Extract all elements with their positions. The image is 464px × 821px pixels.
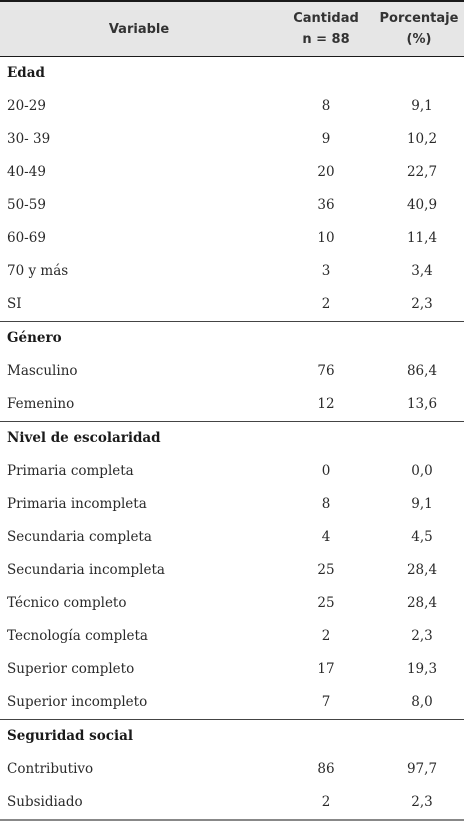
section-title: Edad (7, 65, 45, 81)
row-label: 40-49 (7, 164, 46, 180)
table-row: Técnico completo 25 28,4 (0, 587, 464, 620)
table-row: 20-29 8 9,1 (0, 90, 464, 123)
row-label: 70 y más (7, 263, 69, 279)
table-row: Contributivo 86 97,7 (0, 753, 464, 786)
table-row: Primaria incompleta 8 9,1 (0, 488, 464, 521)
row-percent: 22,7 (406, 164, 438, 180)
row-count: 7 (321, 694, 331, 710)
table-row: SI 2 2,3 (0, 288, 464, 321)
row-percent: 9,1 (411, 496, 433, 512)
row-percent: 0,0 (411, 463, 433, 479)
table-header: Variable Cantidad n = 88 Porcentaje (%) (0, 0, 464, 57)
section-title: Género (7, 330, 62, 346)
row-count: 20 (317, 164, 335, 180)
section-divider (0, 321, 464, 322)
table-row: Superior incompleto 7 8,0 (0, 686, 464, 719)
table-row: Femenino 12 13,6 (0, 388, 464, 421)
row-count: 8 (321, 98, 331, 114)
header-variable: Variable (0, 2, 278, 56)
row-count: 86 (317, 761, 335, 777)
row-count: 2 (321, 628, 331, 644)
row-percent: 4,5 (411, 529, 433, 545)
row-percent: 10,2 (406, 131, 438, 147)
table-row: Superior completo 17 19,3 (0, 653, 464, 686)
row-label: Secundaria completa (7, 529, 152, 545)
row-count: 25 (317, 595, 335, 611)
table-body: Edad 20-29 8 9,1 30- 39 9 10,2 40-49 20 22,7 50-59… (0, 57, 464, 821)
row-percent: 13,6 (406, 396, 438, 412)
table-row: 30- 39 9 10,2 (0, 123, 464, 156)
row-percent: 86,4 (406, 363, 438, 379)
row-percent: 40,9 (406, 197, 438, 213)
row-percent: 2,3 (411, 296, 433, 312)
section-divider (0, 719, 464, 720)
row-percent: 97,7 (406, 761, 438, 777)
row-label: 30- 39 (7, 131, 51, 147)
row-label: Tecnología completa (7, 628, 148, 644)
row-label: Secundaria incompleta (7, 562, 165, 578)
row-percent: 3,4 (411, 263, 433, 279)
table-row: Subsidiado 2 2,3 (0, 786, 464, 819)
table-row: 40-49 20 22,7 (0, 156, 464, 189)
row-percent: 28,4 (406, 595, 438, 611)
row-count: 2 (321, 794, 331, 810)
row-count: 0 (321, 463, 331, 479)
row-label: Contributivo (7, 761, 94, 777)
row-percent: 19,3 (406, 661, 438, 677)
table-row: Tecnología completa 2 2,3 (0, 620, 464, 653)
section-title: Nivel de escolaridad (7, 430, 161, 446)
row-label: 20-29 (7, 98, 46, 114)
row-label: Superior completo (7, 661, 135, 677)
table-row: 70 y más 3 3,4 (0, 255, 464, 288)
row-label: Primaria completa (7, 463, 134, 479)
row-count: 8 (321, 496, 331, 512)
row-count: 9 (321, 131, 331, 147)
row-count: 10 (317, 230, 335, 246)
row-label: Superior incompleto (7, 694, 148, 710)
row-label: Femenino (7, 396, 75, 412)
section-title: Seguridad social (7, 728, 133, 744)
row-label: Subsidiado (7, 794, 83, 810)
section-divider (0, 421, 464, 422)
table-row: Primaria completa 0 0,0 (0, 455, 464, 488)
row-count: 4 (321, 529, 331, 545)
row-count: 3 (321, 263, 331, 279)
header-porcentaje: Porcentaje (%) (374, 2, 464, 56)
row-count: 2 (321, 296, 331, 312)
row-label: SI (7, 296, 22, 312)
header-porcentaje-line2: (%) (406, 32, 432, 47)
row-percent: 2,3 (411, 628, 433, 644)
header-variable-label: Variable (108, 21, 170, 37)
row-count: 12 (317, 396, 335, 412)
row-label: Técnico completo (7, 595, 127, 611)
row-percent: 8,0 (411, 694, 433, 710)
table-row: Secundaria completa 4 4,5 (0, 521, 464, 554)
header-porcentaje-line1: Porcentaje (379, 11, 459, 26)
row-count: 25 (317, 562, 335, 578)
row-label: 60-69 (7, 230, 46, 246)
row-percent: 9,1 (411, 98, 433, 114)
table-row: Masculino 76 86,4 (0, 355, 464, 388)
row-label: Masculino (7, 363, 78, 379)
row-count: 17 (317, 661, 335, 677)
row-label: 50-59 (7, 197, 46, 213)
header-cantidad: Cantidad n = 88 (278, 2, 374, 56)
header-cantidad-line1: Cantidad (293, 11, 359, 26)
row-percent: 28,4 (406, 562, 438, 578)
row-count: 36 (317, 197, 335, 213)
row-percent: 11,4 (406, 230, 438, 246)
row-percent: 2,3 (411, 794, 433, 810)
table-row: 60-69 10 11,4 (0, 222, 464, 255)
table-row: Secundaria incompleta 25 28,4 (0, 554, 464, 587)
row-label: Primaria incompleta (7, 496, 147, 512)
table-row: 50-59 36 40,9 (0, 189, 464, 222)
header-cantidad-line2: n = 88 (302, 32, 350, 47)
row-count: 76 (317, 363, 335, 379)
